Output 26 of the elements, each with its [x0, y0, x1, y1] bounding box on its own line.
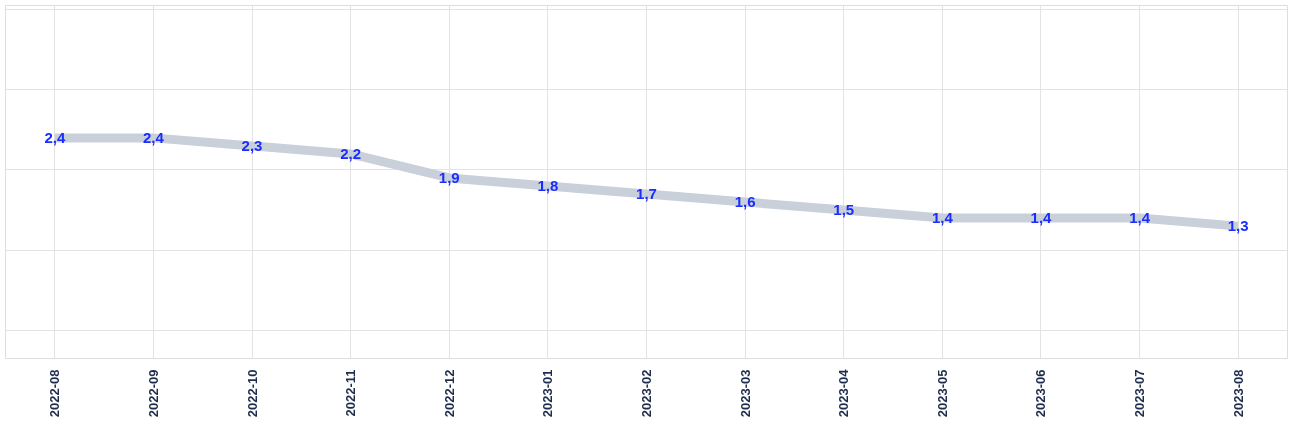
- data-label: 1,4: [1030, 209, 1053, 227]
- data-label: 1,6: [734, 193, 756, 211]
- data-label: 1,8: [537, 177, 559, 195]
- data-label: 1,3: [1227, 217, 1249, 235]
- x-tick-label: 2022-09: [145, 369, 161, 418]
- data-label: 1,4: [931, 209, 954, 227]
- data-label: 2,4: [143, 128, 165, 146]
- data-label: 1,4: [1129, 209, 1151, 227]
- x-tick-label: 2023-03: [737, 369, 753, 418]
- x-tick-label: 2022-12: [441, 369, 457, 418]
- data-label: 2,3: [241, 136, 263, 154]
- x-tick-label: 2023-07: [1132, 369, 1148, 418]
- data-label: 1,5: [833, 201, 855, 219]
- x-tick-label: 2022-10: [244, 369, 260, 418]
- x-tick-label: 2023-02: [639, 369, 654, 418]
- x-tick-label: 2023-01: [540, 369, 556, 418]
- x-tick-label: 2023-06: [1033, 369, 1049, 418]
- data-label: 2,2: [340, 144, 362, 162]
- x-tick-label: 2023-04: [836, 368, 852, 418]
- data-label: 1,9: [438, 168, 460, 186]
- data-label: 1,7: [636, 185, 657, 203]
- data-label: 2,4: [44, 128, 66, 146]
- x-tick-label: 2023-08: [1230, 369, 1246, 418]
- x-tick-label: 2023-05: [934, 369, 950, 418]
- x-tick-label: 2022-08: [47, 369, 63, 418]
- x-tick-label: 2022-11: [343, 369, 359, 417]
